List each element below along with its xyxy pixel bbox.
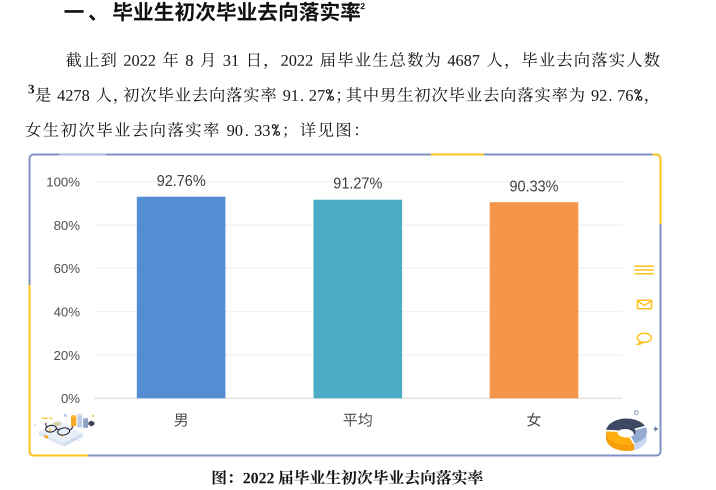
svg-text:20%: 20% bbox=[54, 348, 81, 363]
svg-text:0%: 0% bbox=[61, 391, 80, 406]
svg-text:91.27%: 91.27% bbox=[333, 176, 382, 193]
svg-text:92.76%: 92.76% bbox=[157, 173, 206, 190]
svg-text:90.33%: 90.33% bbox=[510, 178, 559, 195]
svg-text:60%: 60% bbox=[54, 261, 81, 276]
svg-text:40%: 40% bbox=[54, 305, 81, 320]
svg-text:100%: 100% bbox=[46, 175, 80, 190]
svg-text:80%: 80% bbox=[54, 218, 81, 233]
